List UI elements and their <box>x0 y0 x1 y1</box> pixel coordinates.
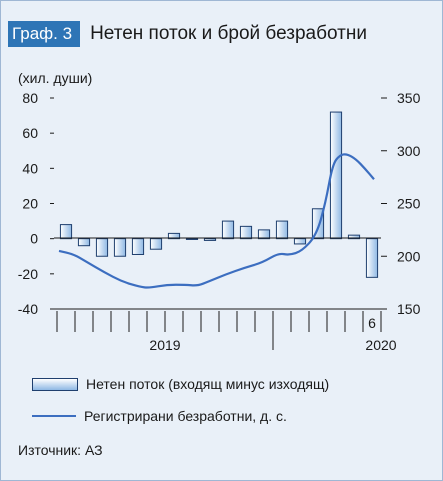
net-flow-bar <box>203 238 217 241</box>
net-flow-bar <box>185 238 199 240</box>
x-axis-label: 6 <box>368 315 376 331</box>
left-tick-label: -40 <box>18 301 38 317</box>
net-flow-bar <box>221 220 235 240</box>
right-tick-label: 200 <box>397 248 421 264</box>
net-flow-bar <box>329 111 343 240</box>
net-flow-bar <box>257 229 271 240</box>
net-flow-bar <box>95 238 109 257</box>
bar-swatch-icon <box>32 377 78 391</box>
right-tick-label: 350 <box>397 90 421 106</box>
net-flow-bar <box>149 238 163 250</box>
net-flow-bar <box>347 234 361 240</box>
right-tick-label: 300 <box>397 143 421 159</box>
net-flow-bar <box>113 238 127 257</box>
net-flow-bar <box>311 208 325 240</box>
left-tick-label: 80 <box>22 90 38 106</box>
legend-label-unemployed: Регистрирани безработни, д. с. <box>84 408 287 424</box>
net-flow-bar <box>59 224 73 240</box>
left-tick-label: -20 <box>18 266 38 282</box>
legend: Нетен поток (входящ минус изходящ) Регис… <box>32 372 329 436</box>
right-tick-label: 150 <box>397 301 421 317</box>
net-flow-bar <box>275 220 289 240</box>
line-swatch-icon <box>32 415 76 417</box>
legend-item-unemployed: Регистрирани безработни, д. с. <box>32 404 329 428</box>
x-axis-label: 2019 <box>149 337 180 353</box>
left-tick-label: 20 <box>22 196 38 212</box>
left-tick-label: 40 <box>22 160 38 176</box>
legend-label-net-flow: Нетен поток (входящ минус изходящ) <box>86 376 330 392</box>
chart-number-badge: Граф. 3 <box>8 21 81 47</box>
unit-label: (хил. души) <box>18 70 93 86</box>
net-flow-bar <box>131 238 145 255</box>
net-flow-bar <box>239 225 253 240</box>
net-flow-bar <box>77 238 91 247</box>
left-tick-label: 0 <box>30 231 38 247</box>
net-flow-bar <box>365 238 379 278</box>
unemployed-line <box>58 153 375 289</box>
net-flow-bar <box>293 238 307 245</box>
right-tick-label: 250 <box>397 196 421 212</box>
legend-item-net-flow: Нетен поток (входящ минус изходящ) <box>32 372 329 396</box>
title-row: Граф. 3 Нетен поток и брой безработни <box>8 21 367 47</box>
chart-title: Нетен поток и брой безработни <box>90 23 367 44</box>
x-axis-label: 2020 <box>365 337 396 353</box>
left-tick-label: 60 <box>22 125 38 141</box>
net-flow-bar <box>167 232 181 240</box>
source-note: Източник: АЗ <box>18 442 103 458</box>
